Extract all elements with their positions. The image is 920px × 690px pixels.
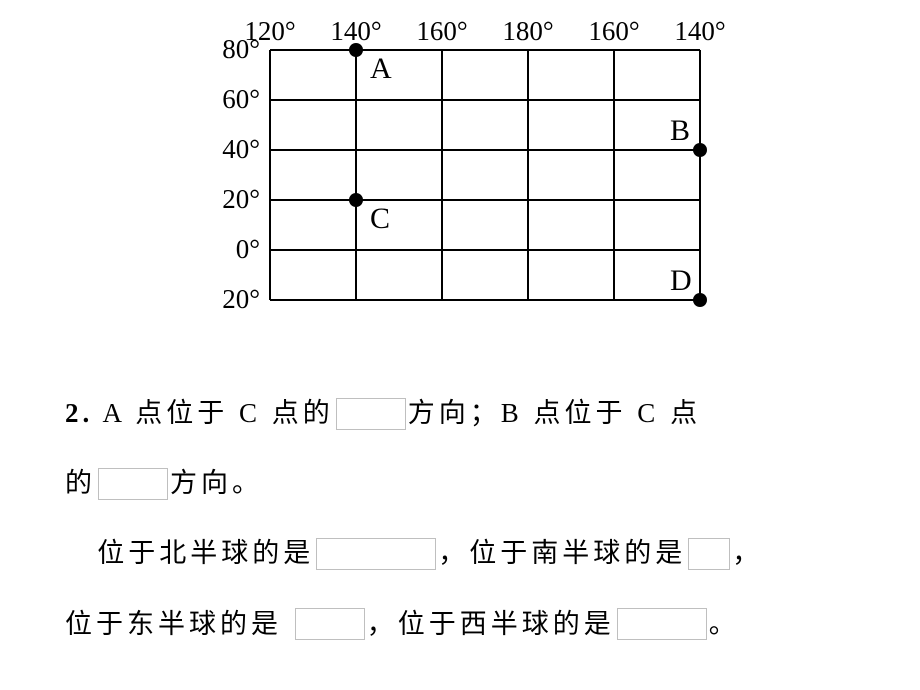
svg-text:160°: 160° xyxy=(416,16,467,46)
q-seg-4b: ，位于西半球的是 xyxy=(367,609,615,639)
svg-text:20°: 20° xyxy=(222,284,260,314)
svg-text:B: B xyxy=(670,114,690,147)
blank-6[interactable] xyxy=(617,608,707,640)
svg-text:140°: 140° xyxy=(330,16,381,46)
q-seg-4a: 位于东半球的是 xyxy=(65,609,282,639)
q-seg-4c: 。 xyxy=(709,609,740,639)
q-seg-1a: A 点位于 C 点的 xyxy=(103,398,334,428)
q-seg-3c: ， xyxy=(732,538,763,568)
question-number: 2. xyxy=(65,398,93,428)
blank-5[interactable] xyxy=(295,608,365,640)
svg-text:D: D xyxy=(670,264,692,297)
blank-3[interactable] xyxy=(316,538,436,570)
svg-text:20°: 20° xyxy=(222,184,260,214)
q-seg-2a: 的 xyxy=(65,468,96,498)
q-seg-1b: 方向；B 点位于 C 点 xyxy=(408,398,701,428)
blank-4[interactable] xyxy=(688,538,730,570)
grid-svg: 120°140°160°180°160°140°80°60°40°20°0°20… xyxy=(200,10,740,340)
svg-text:0°: 0° xyxy=(236,234,260,264)
svg-text:180°: 180° xyxy=(502,16,553,46)
question-line-2: 的 方向。 xyxy=(65,448,865,518)
q-seg-3a: 位于北半球的是 xyxy=(97,538,314,568)
coordinate-grid: 120°140°160°180°160°140°80°60°40°20°0°20… xyxy=(200,10,740,340)
svg-text:C: C xyxy=(370,202,390,235)
svg-text:160°: 160° xyxy=(588,16,639,46)
svg-text:60°: 60° xyxy=(222,84,260,114)
question-line-3: 位于北半球的是 ，位于南半球的是 ， xyxy=(65,518,865,588)
svg-text:80°: 80° xyxy=(222,34,260,64)
blank-1[interactable] xyxy=(336,398,406,430)
svg-text:40°: 40° xyxy=(222,134,260,164)
q-seg-3b: ，位于南半球的是 xyxy=(438,538,686,568)
question-line-4: 位于东半球的是 ，位于西半球的是 。 xyxy=(65,589,865,659)
blank-2[interactable] xyxy=(98,468,168,500)
svg-text:140°: 140° xyxy=(674,16,725,46)
question-line-1: 2. A 点位于 C 点的 方向；B 点位于 C 点 xyxy=(65,378,865,448)
question-block: 2. A 点位于 C 点的方向；B 点位于 C 点 的方向。 位于北半球的是，位… xyxy=(65,378,865,659)
q-seg-2b: 方向。 xyxy=(170,468,263,498)
svg-text:A: A xyxy=(370,52,392,85)
